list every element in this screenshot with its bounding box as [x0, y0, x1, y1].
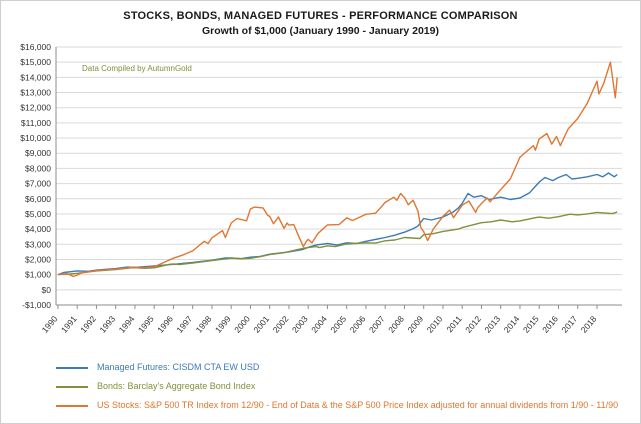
- svg-text:-$1,000: -$1,000: [22, 300, 51, 310]
- svg-text:2003: 2003: [290, 314, 310, 335]
- svg-text:2006: 2006: [348, 314, 368, 335]
- svg-text:$6,000: $6,000: [25, 194, 51, 204]
- svg-text:2018: 2018: [579, 314, 599, 335]
- svg-text:2014: 2014: [502, 314, 522, 335]
- svg-text:1998: 1998: [194, 314, 214, 335]
- svg-text:1995: 1995: [136, 314, 156, 335]
- svg-text:$11,000: $11,000: [21, 118, 51, 128]
- svg-text:2000: 2000: [232, 314, 252, 335]
- svg-text:1997: 1997: [174, 314, 194, 335]
- legend-label-managed-futures: Managed Futures: CISDM CTA EW USD: [97, 362, 260, 372]
- svg-text:$8,000: $8,000: [25, 163, 51, 173]
- svg-text:2017: 2017: [559, 314, 579, 335]
- svg-text:$4,000: $4,000: [25, 224, 51, 234]
- chart-subtitle: Growth of $1,000 (January 1990 - January…: [202, 25, 439, 37]
- svg-text:$0: $0: [42, 285, 52, 295]
- svg-text:$3,000: $3,000: [25, 239, 51, 249]
- svg-text:1991: 1991: [59, 314, 79, 335]
- legend-label-bonds: Bonds: Barclay's Aggregate Bond Index: [97, 381, 256, 391]
- svg-text:2005: 2005: [328, 314, 348, 335]
- us-stocks-line-swatch: [56, 404, 88, 407]
- svg-text:1993: 1993: [97, 314, 117, 335]
- svg-text:$13,000: $13,000: [20, 88, 51, 98]
- svg-text:$12,000: $12,000: [20, 103, 51, 113]
- svg-text:$2,000: $2,000: [25, 254, 51, 264]
- svg-text:2011: 2011: [444, 314, 464, 335]
- svg-text:2001: 2001: [251, 314, 271, 335]
- svg-text:2010: 2010: [425, 314, 445, 335]
- chart-legend: Managed Futures: CISDM CTA EW USD Bonds:…: [56, 358, 640, 415]
- svg-text:$14,000: $14,000: [20, 72, 51, 82]
- svg-text:$9,000: $9,000: [25, 148, 51, 158]
- svg-text:2016: 2016: [540, 314, 560, 335]
- svg-text:2004: 2004: [309, 314, 329, 335]
- managed-futures-line-swatch: [56, 366, 88, 369]
- legend-item-managed-futures: Managed Futures: CISDM CTA EW USD: [56, 358, 640, 377]
- svg-text:$1,000: $1,000: [25, 270, 51, 280]
- svg-text:1990: 1990: [40, 314, 60, 335]
- svg-text:2002: 2002: [271, 314, 291, 335]
- svg-text:$15,000: $15,000: [20, 57, 51, 67]
- svg-text:Data Compiled by AutumnGold: Data Compiled by AutumnGold: [82, 64, 192, 73]
- svg-text:1996: 1996: [155, 314, 175, 335]
- performance-line-chart: $16,000 $15,000 $14,000 $13,000 $12,000 $11,0…: [20, 42, 622, 335]
- svg-text:$16,000: $16,000: [20, 42, 51, 52]
- svg-text:$10,000: $10,000: [20, 133, 51, 143]
- legend-label-us-stocks: US Stocks: S&P 500 TR Index from 12/90 -…: [97, 400, 619, 410]
- bonds-line-swatch: [56, 385, 88, 388]
- svg-text:$7,000: $7,000: [25, 179, 51, 189]
- svg-text:2013: 2013: [482, 314, 502, 335]
- chart-title: STOCKS, BONDS, MANAGED FUTURES - PERFORM…: [123, 10, 518, 22]
- svg-text:2008: 2008: [386, 314, 406, 335]
- legend-item-us-stocks: US Stocks: S&P 500 TR Index from 12/90 -…: [56, 396, 640, 415]
- svg-text:2009: 2009: [405, 314, 425, 335]
- svg-text:1994: 1994: [117, 314, 137, 335]
- svg-text:2012: 2012: [463, 314, 483, 335]
- legend-item-bonds: Bonds: Barclay's Aggregate Bond Index: [56, 377, 640, 396]
- svg-text:1999: 1999: [213, 314, 233, 335]
- chart-area: $16,000 $15,000 $14,000 $13,000 $12,000 $11,0…: [1, 39, 640, 356]
- svg-text:1992: 1992: [78, 314, 98, 335]
- svg-text:$5,000: $5,000: [25, 209, 51, 219]
- svg-text:2007: 2007: [367, 314, 387, 335]
- svg-text:2015: 2015: [521, 314, 541, 335]
